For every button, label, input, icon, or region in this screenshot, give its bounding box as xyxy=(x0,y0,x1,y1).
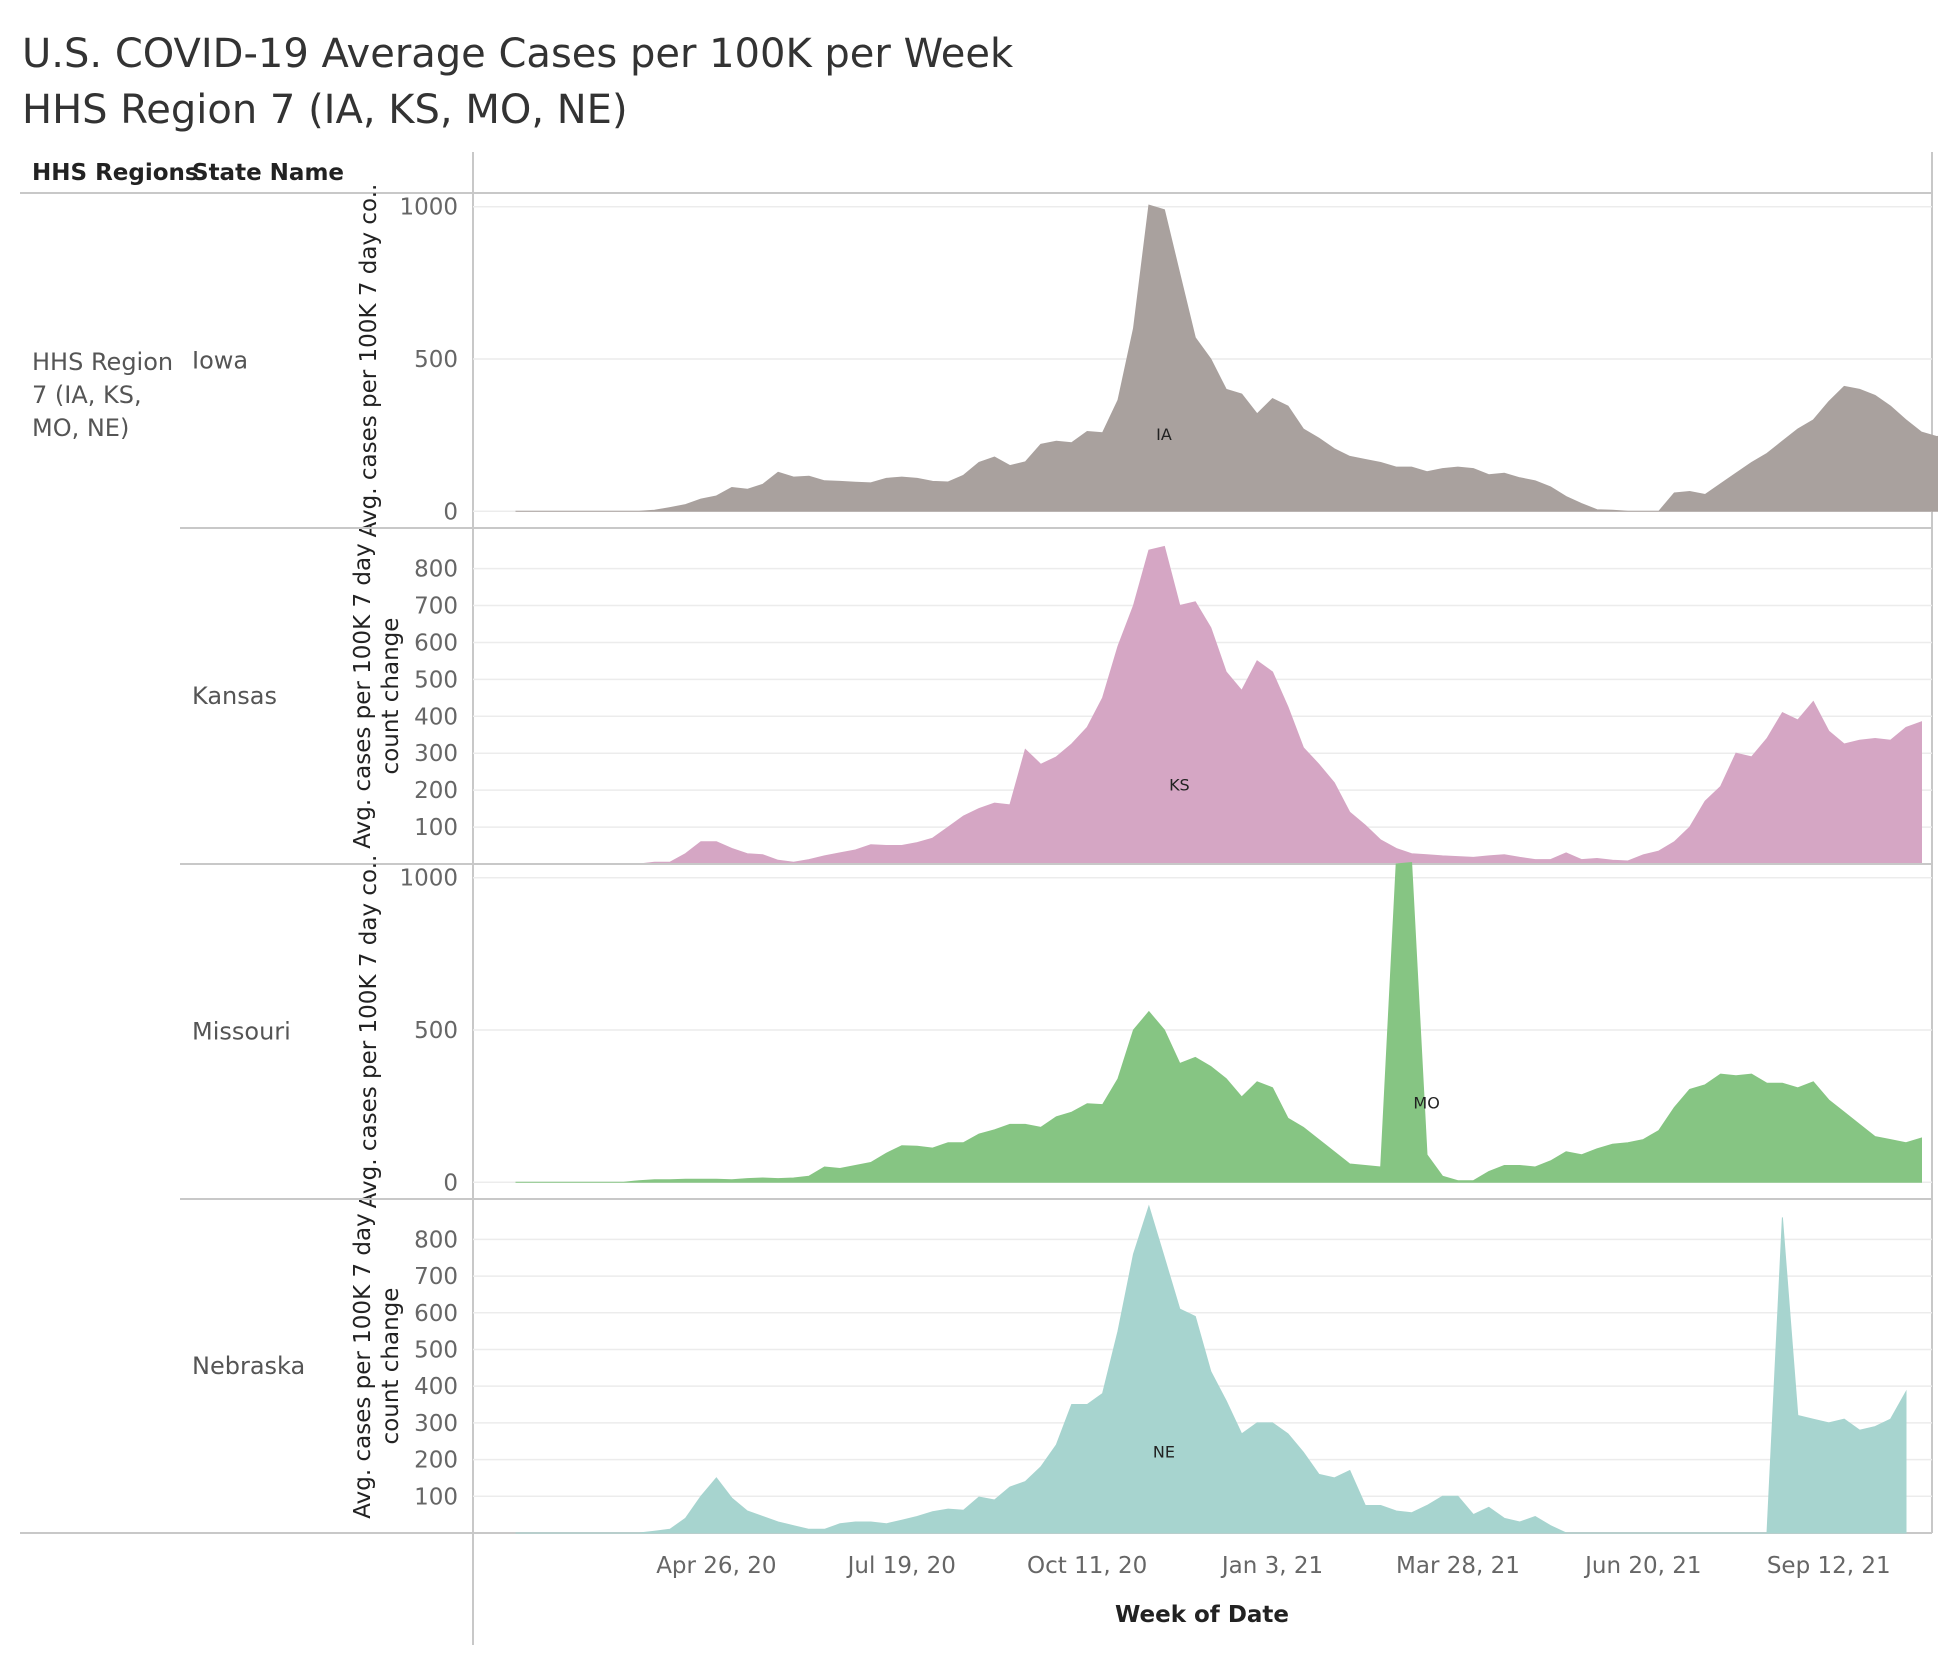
region-label-line: HHS Region xyxy=(32,348,173,376)
y-tick-label: 600 xyxy=(414,630,458,656)
y-tick-label: 700 xyxy=(414,594,458,620)
x-axis-title: Week of Date xyxy=(1115,1602,1289,1628)
y-axis-title: Avg. cases per 100K 7 daycount change xyxy=(350,543,404,848)
y-tick-label: 600 xyxy=(414,1301,458,1327)
x-tick-label: Sep 12, 21 xyxy=(1767,1553,1891,1579)
area-ne xyxy=(515,1204,1907,1534)
x-tick-label: Apr 26, 20 xyxy=(656,1553,776,1579)
y-tick-label: 300 xyxy=(414,741,458,767)
y-tick-label: 700 xyxy=(414,1264,458,1290)
y-axis-title-line1: Avg. cases per 100K 7 day xyxy=(350,543,376,848)
y-tick-label: 500 xyxy=(414,1018,458,1044)
y-tick-label: 200 xyxy=(414,1448,458,1474)
y-tick-label: 400 xyxy=(414,1374,458,1400)
y-axis-title-line1: Avg. cases per 100K 7 day xyxy=(350,1213,376,1518)
y-axis-title-line2: count change xyxy=(378,1288,404,1445)
chart-title-block: U.S. COVID-19 Average Cases per 100K per… xyxy=(22,26,1013,138)
state-label-ks: Kansas xyxy=(192,682,277,710)
y-tick-label: 100 xyxy=(414,815,458,841)
y-tick-label: 300 xyxy=(414,1411,458,1437)
header-state-name: State Name xyxy=(192,160,345,186)
area-label-ne: NE xyxy=(1153,1443,1175,1462)
state-label-ia: Iowa xyxy=(192,347,248,375)
y-axis-title-line2: count change xyxy=(378,618,404,775)
area-label-ia: IA xyxy=(1156,425,1172,444)
y-axis-title: Avg. cases per 100K 7 day co.. xyxy=(356,184,382,538)
y-tick-label: 500 xyxy=(414,1337,458,1363)
chart-title: U.S. COVID-19 Average Cases per 100K per… xyxy=(22,31,1014,77)
y-axis-title: Avg. cases per 100K 7 daycount change xyxy=(350,1213,404,1518)
y-tick-label: 400 xyxy=(414,704,458,730)
area-mo xyxy=(515,861,1922,1183)
state-label-mo: Missouri xyxy=(192,1018,291,1046)
x-tick-label: Mar 28, 21 xyxy=(1396,1553,1520,1579)
y-tick-label: 200 xyxy=(414,778,458,804)
area-label-mo: MO xyxy=(1413,1093,1439,1112)
y-axis-title: Avg. cases per 100K 7 day co.. xyxy=(356,855,382,1209)
area-label-ks: KS xyxy=(1169,775,1190,794)
region-label: HHS Region 7 (IA, KS, MO, NE) xyxy=(32,348,173,442)
area-ia xyxy=(515,204,1938,512)
y-tick-label: 500 xyxy=(414,347,458,373)
y-tick-label: 500 xyxy=(414,667,458,693)
header-hhs-regions: HHS Regions xyxy=(32,160,199,186)
chart-subtitle: HHS Region 7 (IA, KS, MO, NE) xyxy=(22,87,628,133)
y-tick-label: 1000 xyxy=(399,195,458,221)
y-tick-label: 0 xyxy=(443,499,458,525)
x-tick-label: Jun 20, 21 xyxy=(1583,1553,1701,1579)
y-tick-label: 1000 xyxy=(399,866,458,892)
y-tick-label: 100 xyxy=(414,1484,458,1510)
x-tick-label: Jul 19, 20 xyxy=(846,1553,956,1579)
state-label-ne: Nebraska xyxy=(192,1352,305,1380)
y-tick-label: 800 xyxy=(414,557,458,583)
y-tick-label: 0 xyxy=(443,1170,458,1196)
x-tick-label: Oct 11, 20 xyxy=(1027,1553,1147,1579)
area-ks xyxy=(515,545,1922,865)
region-label-line: MO, NE) xyxy=(32,414,129,442)
x-tick-label: Jan 3, 21 xyxy=(1220,1553,1323,1579)
y-tick-label: 800 xyxy=(414,1227,458,1253)
region-label-line: 7 (IA, KS, xyxy=(32,381,142,409)
